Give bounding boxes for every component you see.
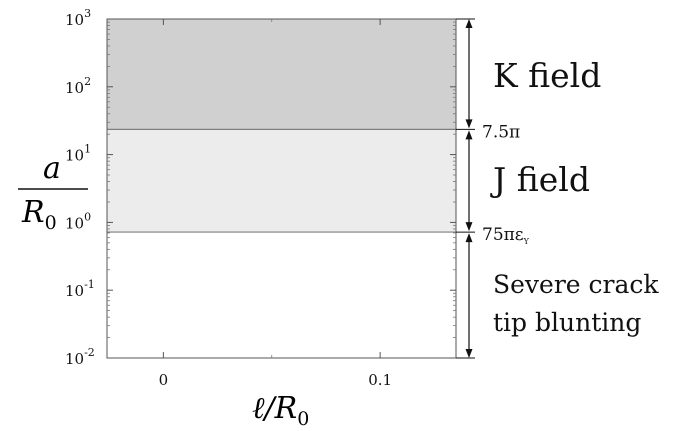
j-field-arrow <box>465 130 473 232</box>
region-band-2 <box>107 232 456 358</box>
y-tick-label: 102 <box>65 75 91 97</box>
blunting-arrow <box>465 233 473 358</box>
y-axis-label: a R0 <box>18 151 88 234</box>
k-field-label: K field <box>493 56 601 95</box>
arrow-head-up <box>465 233 473 243</box>
y-tick-label: 10-1 <box>65 278 95 300</box>
arrow-head-up <box>465 130 473 140</box>
y-tick-label: 101 <box>65 143 91 165</box>
arrow-head-down <box>465 349 473 358</box>
arrow-head-down <box>465 222 473 232</box>
y-ticks: 10-2 10-1 100 101 102 103 <box>65 7 456 368</box>
x-ticks: 0 0.1 <box>159 19 392 389</box>
x-axis-label: ℓ/R0 <box>252 391 309 430</box>
threshold-label-1: 75πεY <box>482 225 530 246</box>
region-band-1 <box>107 129 456 233</box>
x-tick-label: 0.1 <box>368 371 392 389</box>
blunting-label-line1: Severe crack <box>493 270 659 299</box>
region-band-0 <box>107 19 456 130</box>
y-label-numerator: a <box>43 151 61 186</box>
annotations: 7.5π 75πεY K field J field Severe crack tip b… <box>456 18 659 359</box>
threshold-label-0: 7.5π <box>482 122 520 142</box>
k-field-arrow <box>465 19 473 129</box>
threshold-lines <box>107 128 456 233</box>
blunting-label-line2: tip blunting <box>493 308 641 337</box>
y-tick-label: 10-2 <box>65 346 95 368</box>
arrow-head-up <box>465 19 473 28</box>
y-tick-label: 100 <box>65 210 91 232</box>
arrow-head-down <box>465 119 473 129</box>
regions <box>107 19 456 358</box>
j-field-label: J field <box>490 160 590 199</box>
x-tick-label: 0 <box>159 371 169 389</box>
y-tick-label: 103 <box>65 7 91 29</box>
y-label-denominator: R0 <box>21 195 57 234</box>
plot-frame <box>106 18 457 359</box>
